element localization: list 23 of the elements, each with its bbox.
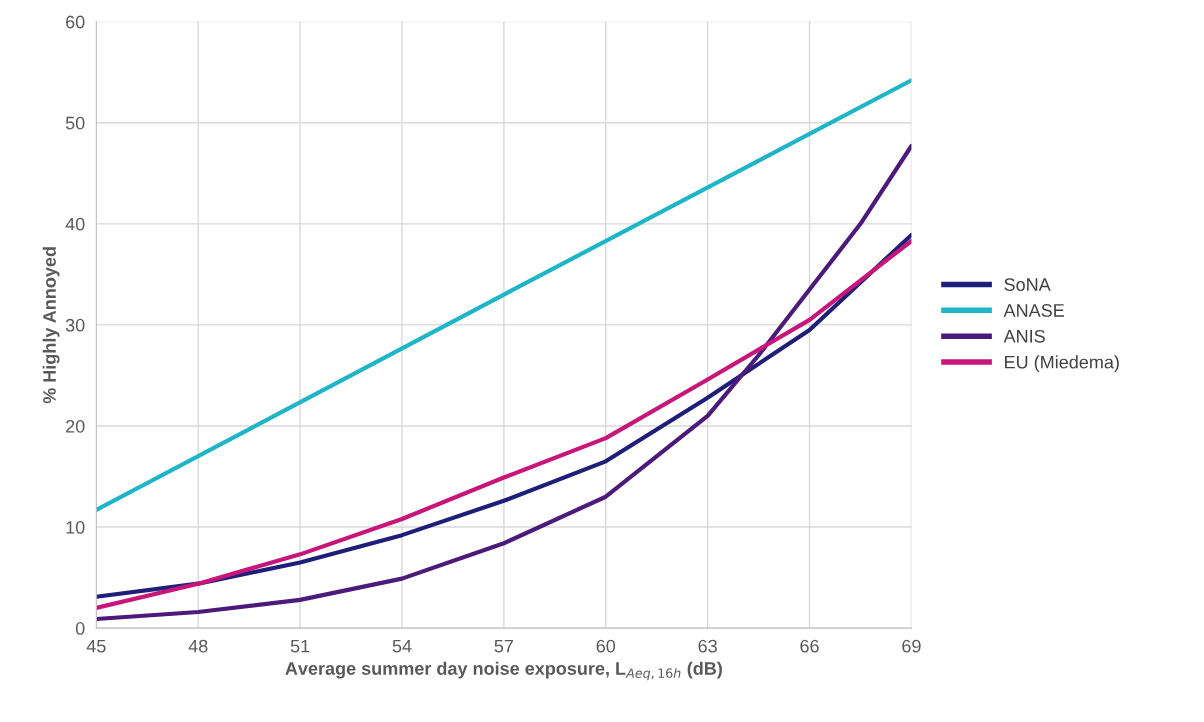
x-tick-label: 51: [290, 639, 310, 653]
y-tick-label: 60: [66, 15, 85, 29]
x-tick-label: 60: [596, 639, 616, 653]
x-tick-label: 66: [800, 639, 819, 653]
y-tick-label: 50: [65, 116, 85, 130]
y-tick-label: 10: [66, 520, 85, 534]
y-tick-label: 30: [65, 318, 85, 332]
legend-label: ANASE: [1003, 304, 1064, 317]
y-tick-label: 20: [66, 419, 85, 433]
legend-label: SoNA: [1004, 278, 1051, 291]
x-tick-label: 48: [188, 639, 208, 653]
legend-label: EU (Miedema): [1005, 355, 1119, 373]
legend-label: ANIS: [1003, 329, 1045, 343]
x-axis-title: Average summer day noise exposure, L$_{Aeq,16h}$ (dB): [285, 661, 722, 681]
x-tick-label: 63: [698, 639, 717, 653]
y-tick-label: 0: [75, 622, 85, 635]
x-tick-label: 69: [902, 639, 921, 653]
x-tick-label: 57: [494, 639, 514, 653]
line-series: [96, 143, 912, 622]
x-tick-label: 45: [86, 639, 106, 653]
y-axis-title: % Highly Annoyed: [42, 247, 60, 404]
x-tick-label: 54: [392, 639, 412, 653]
y-tick-label: 40: [65, 217, 85, 231]
